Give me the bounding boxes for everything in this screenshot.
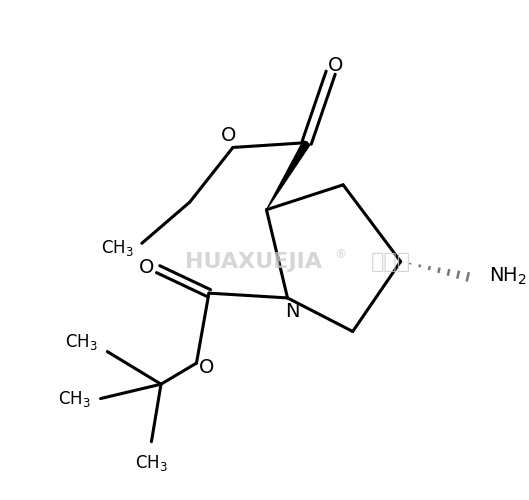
Text: CH$_3$: CH$_3$ [58, 388, 91, 408]
Polygon shape [267, 140, 310, 209]
Text: 化学加: 化学加 [371, 252, 411, 272]
Text: O: O [139, 258, 154, 277]
Text: O: O [328, 56, 343, 74]
Text: HUAXUEJIA: HUAXUEJIA [185, 252, 322, 272]
Text: NH$_2$: NH$_2$ [489, 266, 527, 287]
Text: ®: ® [334, 248, 346, 262]
Text: CH$_3$: CH$_3$ [65, 332, 98, 352]
Text: CH$_3$: CH$_3$ [102, 238, 134, 258]
Text: CH$_3$: CH$_3$ [135, 453, 168, 473]
Text: O: O [221, 126, 236, 146]
Text: O: O [198, 358, 214, 378]
Text: N: N [285, 302, 299, 321]
